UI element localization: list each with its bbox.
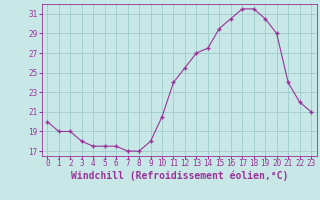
- X-axis label: Windchill (Refroidissement éolien,°C): Windchill (Refroidissement éolien,°C): [70, 171, 288, 181]
